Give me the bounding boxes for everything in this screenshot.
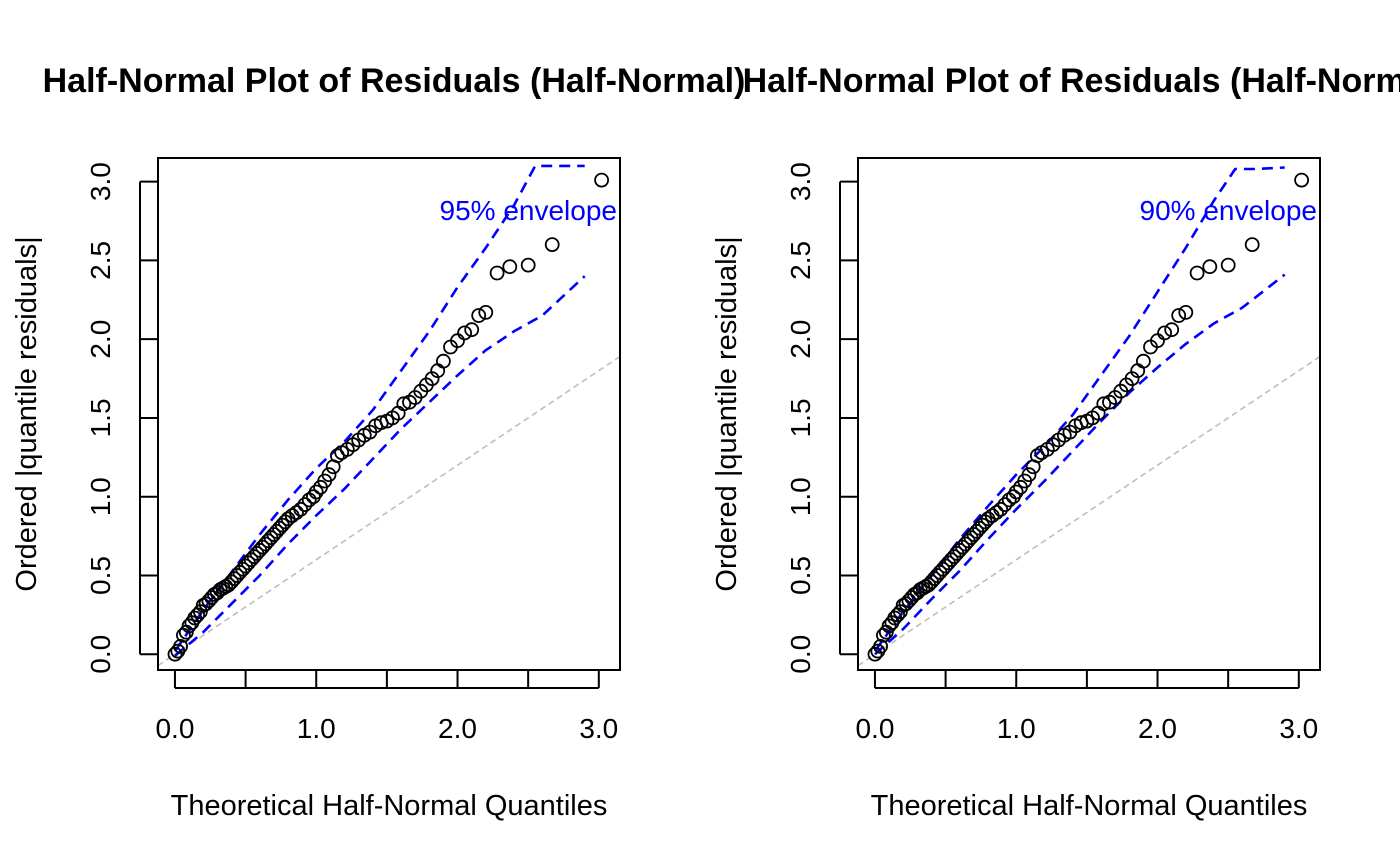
envelope-lower-line [874,273,1286,656]
y-tick-label: 1.0 [85,477,116,516]
plot-area [158,164,620,667]
data-point [1202,259,1218,275]
x-tick-label: 3.0 [1279,713,1318,744]
envelope-upper-line [173,164,585,652]
data-point [1220,257,1236,273]
data-point [544,237,560,253]
y-tick-label: 0.0 [785,635,816,674]
envelope-lower-line [174,275,586,657]
y-tick-label: 2.0 [85,320,116,359]
plot-panel-right: Half-Normal Plot of Residuals (Half-Norm… [711,62,1400,822]
data-point [457,325,473,341]
data-point [1294,172,1309,188]
data-point [1096,396,1112,412]
y-tick-label: 0.0 [85,635,116,674]
y-tick-label: 1.5 [85,398,116,437]
y-tick-label: 0.5 [785,556,816,595]
x-tick-label: 2.0 [1138,713,1177,744]
x-tick-label: 0.0 [855,713,894,744]
data-point [873,639,888,654]
data-point [293,501,309,517]
data-point [502,259,518,275]
data-point [478,304,494,320]
plot-frame [157,157,621,671]
envelope-annotation: 90% envelope [1140,195,1317,226]
y-tick-label: 0.5 [85,556,116,595]
plot-frame [857,157,1321,671]
y-tick-label: 2.0 [785,320,816,359]
chart-title: Half-Normal Plot of Residuals (Half-Norm… [743,62,1400,100]
y-tick-label: 1.0 [785,477,816,516]
x-tick-label: 1.0 [997,713,1036,744]
y-tick-label: 3.0 [785,162,816,201]
y-tick-label: 2.5 [85,241,116,280]
x-axis-label: Theoretical Half-Normal Quantiles [871,790,1308,822]
data-point [1178,304,1194,320]
data-point [1021,467,1037,483]
x-tick-label: 1.0 [297,713,336,744]
data-point [321,467,337,483]
data-point [520,257,536,273]
reference-line [158,355,620,667]
x-axis-label: Theoretical Half-Normal Quantiles [171,790,608,822]
data-point [1244,237,1260,253]
y-tick-label: 3.0 [85,162,116,201]
reference-line [858,355,1320,667]
data-point [471,308,487,323]
data-point [289,505,304,520]
data-point [464,322,480,338]
data-point [1189,265,1205,281]
data-point [1164,322,1180,338]
x-tick-label: 3.0 [579,713,618,744]
data-point [396,396,412,412]
data-point [297,497,313,513]
chart-title: Half-Normal Plot of Residuals (Half-Norm… [43,62,746,100]
data-point [993,501,1009,517]
data-point [308,484,324,500]
x-tick-label: 2.0 [438,713,477,744]
data-point [989,505,1004,520]
y-tick-label: 1.5 [785,398,816,437]
data-point [1171,308,1187,323]
data-point [594,172,609,188]
y-axis-label: Ordered |quantile residuals| [711,236,743,591]
data-point [1136,353,1151,369]
data-point [997,497,1013,513]
envelope-annotation: 95% envelope [440,195,617,226]
plot-panel-left: Half-Normal Plot of Residuals (Half-Norm… [11,62,745,822]
data-point [1157,325,1172,341]
y-axis-label: Ordered |quantile residuals| [11,236,43,591]
y-tick-label: 2.5 [785,241,816,280]
data-point [1008,484,1024,500]
data-point [489,265,505,281]
data-point [173,639,189,654]
x-tick-label: 0.0 [155,713,194,744]
data-point [435,353,451,369]
